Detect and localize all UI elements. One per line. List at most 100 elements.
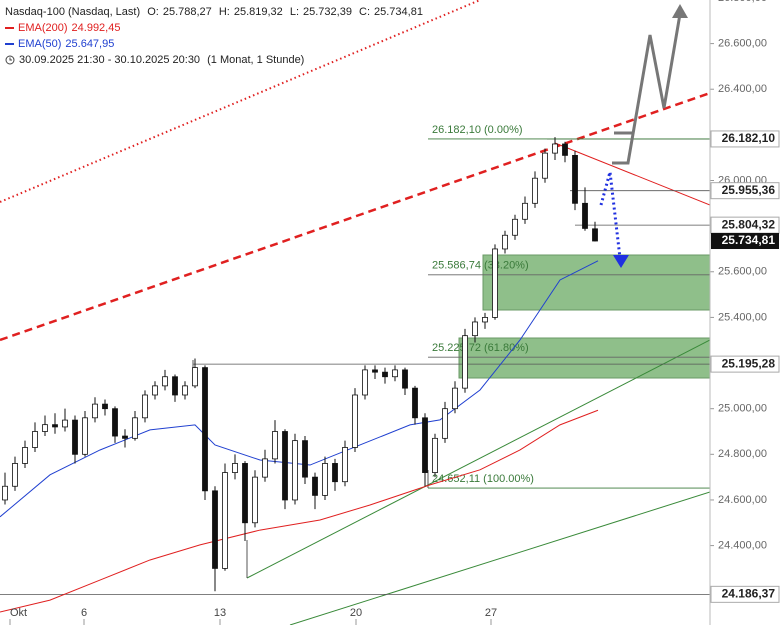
y-tick-label: 24.800,00 [718, 448, 767, 460]
candle-body [172, 376, 178, 396]
target-zone [458, 337, 710, 379]
candle-body [152, 385, 158, 396]
price-level-label: 24.186,37 [722, 587, 776, 601]
candle-body [202, 367, 208, 492]
candle-body [532, 177, 538, 204]
candles [2, 137, 598, 592]
interval: (1 Monat, 1 Stunde) [207, 54, 305, 66]
fib-label: 25.586,74 (38.20%) [432, 260, 529, 272]
legend-label: EMA(200) [18, 22, 68, 34]
ohlc-name: H: [218, 6, 230, 18]
projection-arrow [599, 171, 622, 259]
candle-body [212, 490, 218, 569]
candle-body [62, 419, 68, 428]
legend-row: EMA(50) 25.647,95 [5, 36, 427, 52]
x-tick-label: 20 [350, 607, 362, 619]
candle-body [422, 417, 428, 473]
candle-body [92, 403, 98, 419]
price-level-label: 26.182,10 [722, 131, 776, 145]
candle-body [502, 234, 508, 250]
target-zone [482, 254, 710, 311]
x-tick-label: 13 [214, 607, 226, 619]
candle-body [302, 440, 308, 478]
x-tick-label: 6 [81, 607, 87, 619]
y-tick-label: 24.400,00 [718, 539, 767, 551]
ema-line [0, 409, 599, 613]
candle-body [382, 371, 388, 378]
ema-lines [0, 260, 599, 613]
candle-body [392, 369, 398, 378]
candle-body [142, 394, 148, 419]
candle-body [462, 335, 468, 389]
last-price-label: 25.734,81 [722, 233, 776, 247]
ohlc-name: L: [289, 6, 300, 18]
candle-body [442, 408, 448, 439]
candle-body [2, 485, 8, 501]
chart-title: Nasdaq-100 (Nasdaq, Last) [5, 6, 141, 18]
candle-body [222, 472, 228, 569]
y-tick-label: 25.600,00 [718, 266, 767, 278]
candle-body [232, 463, 238, 473]
ohlc-value: 25.732,39 [303, 6, 352, 18]
fib-label: 24.652,11 (100.00%) [432, 473, 534, 485]
levels: 26.182,10 (0.00%) 25.586,74 (38.20%) 25.22… [0, 124, 710, 595]
price-level-box [710, 355, 780, 373]
candle-body [452, 387, 458, 410]
candle-body [242, 463, 248, 524]
plot-area: 26.182,10 (0.00%) 25.586,74 (38.20%) 25.22… [0, 0, 710, 625]
candle-body [372, 369, 378, 373]
legend-swatch [5, 43, 14, 46]
x-tick-label: 27 [485, 607, 497, 619]
title-row: Nasdaq-100 (Nasdaq, Last) O: 25.788,27 H:… [5, 4, 427, 20]
candle-body [592, 228, 598, 242]
ohlc-name: O: [147, 6, 159, 18]
candle-body [82, 417, 88, 455]
candle-body [332, 463, 338, 483]
ohlc-value: 25.734,81 [374, 6, 423, 18]
candle-body [412, 387, 418, 419]
ohlc-value: 25.788,27 [162, 6, 212, 18]
candle-body [282, 431, 288, 501]
y-tick-label: 24.600,00 [718, 494, 767, 506]
trend-line [0, 91, 710, 342]
candle-body [102, 403, 108, 410]
candle-body [112, 408, 118, 437]
candle-body [292, 440, 298, 501]
candle-body [22, 447, 28, 464]
candle-body [512, 218, 518, 236]
y-axis: 24.400,0024.600,0024.800,0025.000,0025.2… [709, 0, 780, 625]
candle-body [252, 476, 258, 524]
ohlc-name: C: [359, 6, 371, 18]
y-tick-label: 26.400,00 [718, 83, 767, 95]
candle-body [52, 424, 58, 428]
candle-body [262, 458, 268, 478]
y-tick-label: 25.000,00 [718, 403, 767, 415]
y-tick-label: 25.400,00 [718, 311, 767, 323]
projection-arrow [612, 13, 682, 165]
trend-line [554, 142, 710, 206]
candle-body [322, 463, 328, 496]
candle-body [72, 419, 78, 455]
price-level-label: 25.955,36 [722, 183, 776, 197]
candle-body [132, 417, 138, 439]
candle-body [12, 463, 18, 487]
trend-line [289, 491, 710, 625]
legend-label: EMA(50) [18, 38, 62, 50]
x-axis: Okt 6 13 20 27 [9, 607, 497, 625]
legend: Nasdaq-100 (Nasdaq, Last) O: 25.788,27 H:… [5, 4, 427, 68]
fib-label: 25.225,72 (61.80%) [432, 342, 529, 354]
period: 30.09.2025 21:30 - 30.10.2025 20:30 [19, 54, 201, 66]
trend-line [246, 339, 710, 579]
candle-body [402, 369, 408, 389]
trend-line [0, 0, 481, 203]
last-price-box [711, 233, 779, 250]
arrow-head [613, 255, 629, 268]
legend-value: 25.647,95 [65, 38, 115, 50]
candle-body [542, 152, 548, 179]
candle-body [432, 437, 438, 473]
candle-body [492, 248, 498, 318]
price-level-box [710, 130, 780, 148]
price-level-label: 25.804,32 [722, 217, 776, 231]
